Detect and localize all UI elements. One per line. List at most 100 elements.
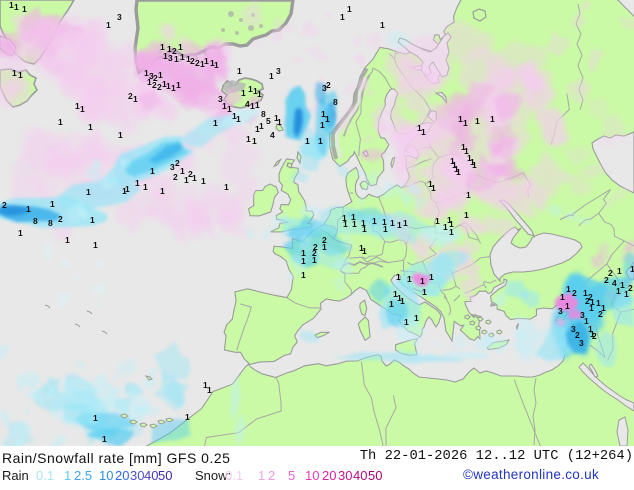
svg-text:2: 2 xyxy=(604,275,609,285)
svg-text:1: 1 xyxy=(255,124,260,134)
svg-text:1: 1 xyxy=(203,380,208,390)
svg-text:2: 2 xyxy=(592,331,597,341)
svg-text:1: 1 xyxy=(464,210,469,220)
svg-text:1: 1 xyxy=(162,79,167,89)
svg-text:1: 1 xyxy=(343,219,348,229)
svg-text:1: 1 xyxy=(160,42,165,52)
svg-text:3: 3 xyxy=(558,306,563,316)
svg-text:1: 1 xyxy=(50,199,55,209)
svg-text:2: 2 xyxy=(190,56,195,66)
svg-text:8: 8 xyxy=(33,216,38,226)
svg-text:1: 1 xyxy=(359,243,364,253)
svg-text:2: 2 xyxy=(173,172,178,182)
svg-text:1: 1 xyxy=(171,83,176,93)
svg-text:1: 1 xyxy=(318,136,323,146)
svg-text:1: 1 xyxy=(224,182,229,192)
svg-text:3: 3 xyxy=(276,66,281,76)
svg-text:1: 1 xyxy=(458,114,463,124)
svg-text:1: 1 xyxy=(393,289,398,299)
svg-text:1: 1 xyxy=(259,121,264,131)
svg-text:2: 2 xyxy=(157,82,162,92)
svg-text:1: 1 xyxy=(475,116,480,126)
svg-text:1: 1 xyxy=(583,288,588,298)
svg-text:2: 2 xyxy=(175,158,180,168)
svg-text:1: 1 xyxy=(201,176,206,186)
svg-text:1: 1 xyxy=(18,228,23,238)
svg-text:1: 1 xyxy=(590,297,595,307)
svg-text:1: 1 xyxy=(447,215,452,225)
svg-text:8: 8 xyxy=(261,109,266,119)
svg-text:3: 3 xyxy=(218,94,223,104)
svg-text:1: 1 xyxy=(186,54,191,64)
svg-text:1: 1 xyxy=(106,20,111,30)
svg-text:1: 1 xyxy=(566,284,571,294)
svg-text:1: 1 xyxy=(241,88,246,98)
svg-text:1: 1 xyxy=(93,240,98,250)
svg-text:2: 2 xyxy=(172,46,177,56)
svg-text:1: 1 xyxy=(470,157,475,167)
svg-text:1: 1 xyxy=(176,80,181,90)
svg-text:1: 1 xyxy=(420,276,425,286)
svg-text:2: 2 xyxy=(608,268,613,278)
svg-text:1: 1 xyxy=(383,224,388,234)
svg-text:1: 1 xyxy=(325,114,330,124)
svg-text:1: 1 xyxy=(301,270,306,280)
svg-text:1: 1 xyxy=(166,81,171,91)
svg-text:1: 1 xyxy=(274,113,279,123)
svg-text:1: 1 xyxy=(404,317,409,327)
svg-text:1: 1 xyxy=(403,218,408,228)
svg-text:5: 5 xyxy=(266,116,271,126)
svg-text:1: 1 xyxy=(463,118,468,128)
svg-text:1: 1 xyxy=(467,153,472,163)
svg-text:1: 1 xyxy=(450,156,455,166)
svg-text:1: 1 xyxy=(160,186,165,196)
svg-text:1: 1 xyxy=(252,136,257,146)
svg-text:8: 8 xyxy=(48,218,53,228)
svg-text:1: 1 xyxy=(102,434,107,444)
svg-text:1: 1 xyxy=(58,117,63,127)
svg-text:1: 1 xyxy=(361,218,366,228)
svg-text:1: 1 xyxy=(588,324,593,334)
svg-text:1: 1 xyxy=(214,60,219,70)
svg-text:1: 1 xyxy=(185,412,190,422)
svg-text:1: 1 xyxy=(464,146,469,156)
svg-text:1: 1 xyxy=(342,213,347,223)
svg-text:1: 1 xyxy=(472,160,477,170)
svg-text:1: 1 xyxy=(213,118,218,128)
svg-text:4: 4 xyxy=(245,99,250,109)
svg-text:1: 1 xyxy=(421,127,426,137)
svg-text:1: 1 xyxy=(490,114,495,124)
svg-text:1: 1 xyxy=(167,44,172,54)
svg-text:1: 1 xyxy=(340,12,345,22)
svg-text:1: 1 xyxy=(143,182,148,192)
svg-text:4: 4 xyxy=(270,130,275,140)
svg-text:8: 8 xyxy=(333,97,338,107)
svg-text:1: 1 xyxy=(601,303,606,313)
svg-text:1: 1 xyxy=(236,114,241,124)
svg-text:1: 1 xyxy=(250,101,255,111)
svg-text:1: 1 xyxy=(400,296,405,306)
svg-text:1: 1 xyxy=(22,4,27,14)
svg-text:1: 1 xyxy=(192,173,197,183)
svg-text:1: 1 xyxy=(312,255,317,265)
svg-text:1: 1 xyxy=(237,66,242,76)
svg-text:2: 2 xyxy=(585,296,590,306)
svg-text:1: 1 xyxy=(590,329,595,339)
svg-text:1: 1 xyxy=(144,68,149,78)
svg-text:1: 1 xyxy=(362,224,367,234)
svg-text:1: 1 xyxy=(232,111,237,121)
svg-text:1: 1 xyxy=(122,186,127,196)
svg-text:2: 2 xyxy=(58,214,63,224)
svg-text:1: 1 xyxy=(617,266,622,276)
svg-text:1: 1 xyxy=(380,20,385,30)
svg-text:1: 1 xyxy=(449,219,454,229)
svg-text:3: 3 xyxy=(170,162,175,172)
svg-text:1: 1 xyxy=(456,167,461,177)
svg-text:2: 2 xyxy=(195,58,200,68)
svg-text:1: 1 xyxy=(255,100,260,110)
svg-text:1: 1 xyxy=(18,70,23,80)
svg-text:1: 1 xyxy=(390,218,395,228)
svg-text:2: 2 xyxy=(628,283,633,293)
svg-text:1: 1 xyxy=(150,166,155,176)
svg-text:1: 1 xyxy=(253,86,258,96)
